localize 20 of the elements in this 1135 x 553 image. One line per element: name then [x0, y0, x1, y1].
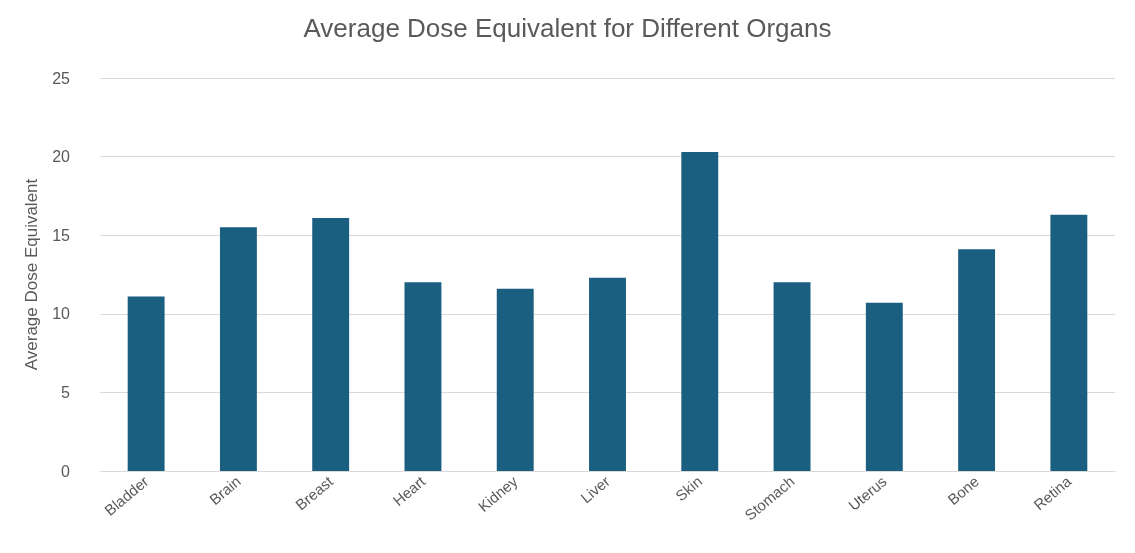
- y-tick-label: 20: [52, 148, 71, 166]
- bar: [312, 217, 350, 471]
- bar: [865, 302, 903, 471]
- bar: [404, 282, 442, 471]
- y-tick-label: 25: [52, 69, 71, 87]
- bar: [127, 296, 165, 471]
- bar: [773, 282, 811, 471]
- bar: [681, 151, 719, 471]
- y-tick-label: 0: [61, 462, 71, 480]
- x-tick-label: Skin: [671, 472, 706, 505]
- bar: [1050, 214, 1088, 471]
- chart-title: Average Dose Equivalent for Different Organs: [303, 13, 832, 43]
- y-tick-label: 10: [52, 305, 71, 323]
- y-tick-label: 5: [61, 383, 71, 401]
- y-tick-label: 15: [52, 226, 71, 244]
- bar: [496, 288, 534, 471]
- bar: [589, 277, 626, 471]
- y-axis-title: Average Dose Equivalent: [22, 178, 41, 371]
- bar: [219, 227, 257, 471]
- bar: [958, 249, 996, 471]
